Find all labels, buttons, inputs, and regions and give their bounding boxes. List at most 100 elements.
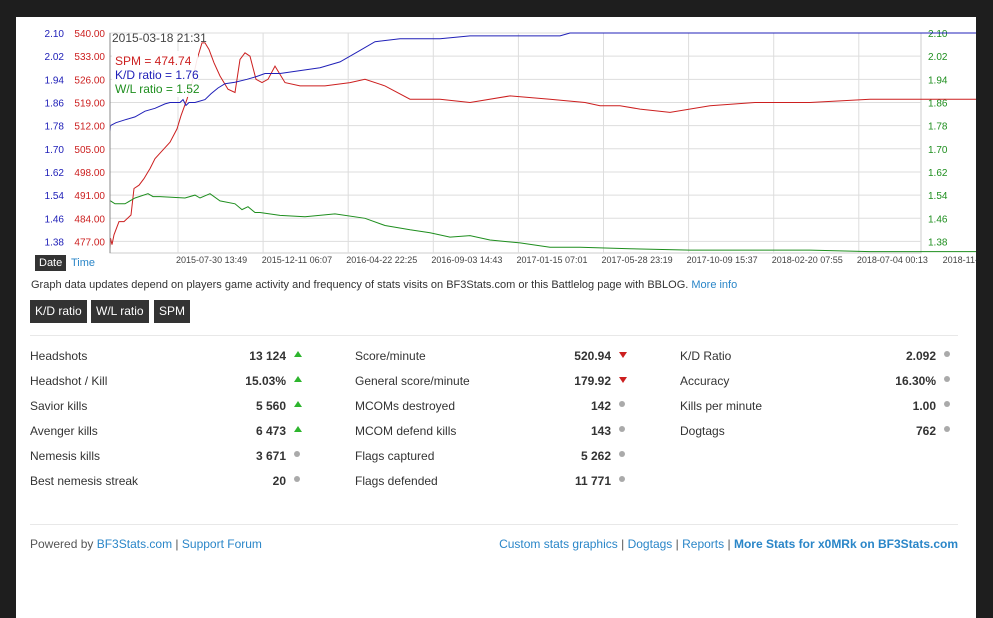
support-forum-link[interactable]: Support Forum — [181, 537, 262, 551]
trend-up-icon — [294, 351, 302, 357]
stat-value: 179.92 — [574, 374, 611, 388]
divider — [30, 335, 958, 336]
stat-value: 13 124 — [249, 349, 286, 363]
y-tick-label-ratio: 1.94 — [45, 75, 65, 86]
y-tick-label-right: 1.78 — [928, 122, 948, 133]
series-line-w-l-ratio — [110, 193, 976, 253]
trend-neutral-icon — [619, 476, 625, 482]
trend-down-icon — [619, 377, 627, 383]
trend-neutral-icon — [944, 426, 950, 432]
stat-label: Score/minute — [355, 349, 426, 363]
y-tick-label-spm: 484.00 — [74, 214, 105, 225]
stat-row: MCOM defend kills 143 — [355, 424, 655, 449]
tooltip-kd: K/D ratio = 1.76 — [115, 68, 199, 82]
y-tick-label-ratio: 1.62 — [45, 168, 65, 179]
stat-value: 11 771 — [574, 474, 611, 488]
dogtags-link[interactable]: Dogtags — [627, 537, 673, 551]
stat-value: 5 262 — [580, 449, 611, 463]
graph-update-note: Graph data updates depend on players gam… — [31, 279, 737, 291]
y-tick-label-spm: 498.00 — [74, 168, 105, 179]
trend-neutral-icon — [619, 451, 625, 457]
y-tick-label-right: 1.46 — [928, 214, 948, 225]
y-tick-label-right: 1.38 — [928, 237, 948, 248]
x-tick-label: 2018-07-04 00:13 — [857, 255, 928, 265]
stat-row: Headshot / Kill 15.03% — [30, 374, 330, 399]
x-tick-label: 2018-11-14 16:31 — [943, 255, 976, 265]
stat-label: K/D Ratio — [680, 349, 732, 363]
stat-label: Avenger kills — [30, 424, 98, 438]
y-tick-label-right: 2.10 — [928, 29, 948, 40]
stats-column: Score/minute 520.94 General score/minute 17… — [355, 349, 655, 499]
x-tick-label: 2015-12-11 06:07 — [262, 255, 332, 265]
stat-label: Best nemesis streak — [30, 474, 139, 488]
more-stats-link[interactable]: More Stats for x0MRk on BF3Stats.com — [733, 537, 958, 551]
more-info-link[interactable]: More info — [691, 279, 738, 291]
y-tick-label-ratio: 2.10 — [45, 29, 65, 40]
wl-ratio-series-button[interactable]: W/L ratio — [91, 300, 149, 323]
stat-label: Headshots — [30, 349, 88, 363]
stat-value: 6 473 — [255, 424, 286, 438]
stat-value: 142 — [590, 399, 611, 413]
stat-value: 520.94 — [574, 349, 611, 363]
chart-tooltip: 2015-03-18 21:31 SPM = 474.74 K/D ratio … — [109, 31, 207, 253]
x-tick-label: 2017-05-28 23:19 — [602, 255, 673, 265]
footer-separator: | — [727, 537, 731, 551]
custom-stats-graphics-link[interactable]: Custom stats graphics — [499, 537, 618, 551]
reports-link[interactable]: Reports — [682, 537, 725, 551]
y-tick-label-spm: 505.00 — [74, 145, 105, 156]
stat-row: Dogtags 762 — [680, 424, 980, 449]
footer-separator: | — [175, 537, 179, 551]
tooltip-spm: SPM = 474.74 — [115, 54, 192, 68]
stat-label: MCOM defend kills — [355, 424, 457, 438]
stat-value: 2.092 — [905, 349, 936, 363]
y-tick-label-ratio: 1.54 — [45, 191, 65, 202]
footer-separator: | — [621, 537, 625, 551]
y-tick-label-spm: 477.00 — [74, 237, 105, 248]
trend-neutral-icon — [944, 401, 950, 407]
divider — [30, 524, 958, 525]
bf3stats-link[interactable]: BF3Stats.com — [96, 537, 173, 551]
stat-label: Kills per minute — [680, 399, 763, 413]
stat-label: Headshot / Kill — [30, 374, 108, 388]
chart-grid — [109, 32, 922, 254]
stat-label: Flags defended — [355, 474, 438, 488]
time-axis-toggle[interactable]: Time — [71, 257, 96, 269]
stat-row: Nemesis kills 3 671 — [30, 449, 330, 474]
trend-neutral-icon — [294, 476, 300, 482]
chart-axis-labels: 2.10 540.00 2.10 2.02 533.00 2.02 1.94 526.00 1.… — [45, 29, 976, 265]
date-axis-toggle[interactable]: Date — [35, 255, 67, 271]
trend-up-icon — [294, 401, 302, 407]
y-tick-label-ratio: 1.86 — [45, 98, 65, 109]
kd-ratio-series-button[interactable]: K/D ratio — [30, 300, 87, 323]
footer-right: Custom stats graphics | Dogtags | Report… — [499, 537, 958, 551]
y-tick-label-spm: 533.00 — [74, 52, 105, 63]
plot-frame — [109, 32, 922, 254]
y-tick-label-right: 1.86 — [928, 98, 948, 109]
stat-value: 1.00 — [912, 399, 936, 413]
y-tick-label-spm: 519.00 — [74, 98, 105, 109]
stat-row: Headshots 13 124 — [30, 349, 330, 374]
stat-value: 5 560 — [255, 399, 286, 413]
series-line-spm — [109, 42, 976, 249]
y-tick-label-right: 2.02 — [928, 52, 948, 63]
stat-value: 16.30% — [895, 374, 936, 388]
stat-label: Savior kills — [30, 399, 88, 413]
stat-value: 762 — [915, 424, 936, 438]
stat-row: Savior kills 5 560 — [30, 399, 330, 424]
trend-neutral-icon — [619, 401, 625, 407]
x-tick-label: 2018-02-20 07:55 — [772, 255, 843, 265]
y-tick-label-ratio: 1.78 — [45, 122, 65, 133]
trend-up-icon — [294, 426, 302, 432]
trend-up-icon — [294, 376, 302, 382]
stat-row: K/D Ratio 2.092 — [680, 349, 980, 374]
stat-row: Kills per minute 1.00 — [680, 399, 980, 424]
y-tick-label-right: 1.62 — [928, 168, 948, 179]
x-tick-label: 2015-07-30 13:49 — [176, 255, 247, 265]
stat-row: Accuracy 16.30% — [680, 374, 980, 399]
stats-column: K/D Ratio 2.092 Accuracy 16.30% Kills per mi… — [680, 349, 980, 449]
spm-series-button[interactable]: SPM — [154, 300, 191, 323]
y-tick-label-spm: 540.00 — [74, 29, 105, 40]
stat-label: MCOMs destroyed — [355, 399, 456, 413]
trend-neutral-icon — [619, 426, 625, 432]
trend-down-icon — [619, 352, 627, 358]
